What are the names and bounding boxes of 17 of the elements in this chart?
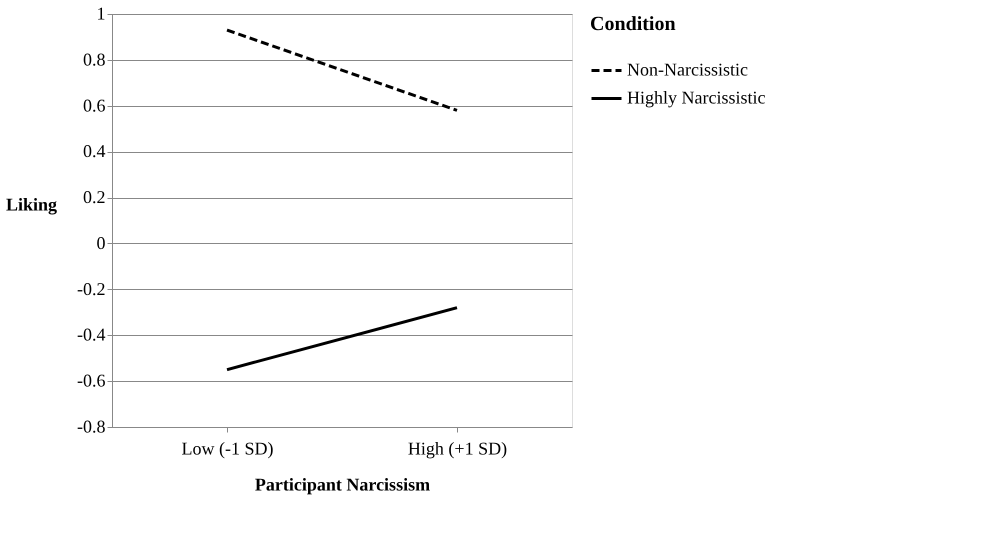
y-tick-label: 0.6 [83, 95, 106, 116]
y-tick-label: -0.4 [77, 324, 106, 345]
y-tick-label: -0.8 [77, 416, 106, 436]
y-tick-label: 0.8 [83, 49, 106, 70]
y-tick-label: 0.4 [83, 141, 106, 162]
y-axis-title: Liking [6, 194, 58, 214]
y-tick-label: 0 [96, 232, 106, 253]
x-tick-label: High (+1 SD) [408, 438, 508, 458]
y-tick-label: -0.6 [77, 370, 106, 391]
y-tick-label: 1 [96, 4, 106, 24]
legend-title: Condition [590, 13, 676, 35]
x-tick-label: Low (-1 SD) [182, 438, 274, 458]
y-tick-label: -0.2 [77, 278, 106, 299]
legend-label: Highly Narcissistic [627, 88, 766, 108]
x-axis-title: Participant Narcissism [254, 474, 430, 494]
y-tick-label: 0.2 [83, 187, 106, 208]
legend-label: Non-Narcissistic [627, 60, 748, 80]
